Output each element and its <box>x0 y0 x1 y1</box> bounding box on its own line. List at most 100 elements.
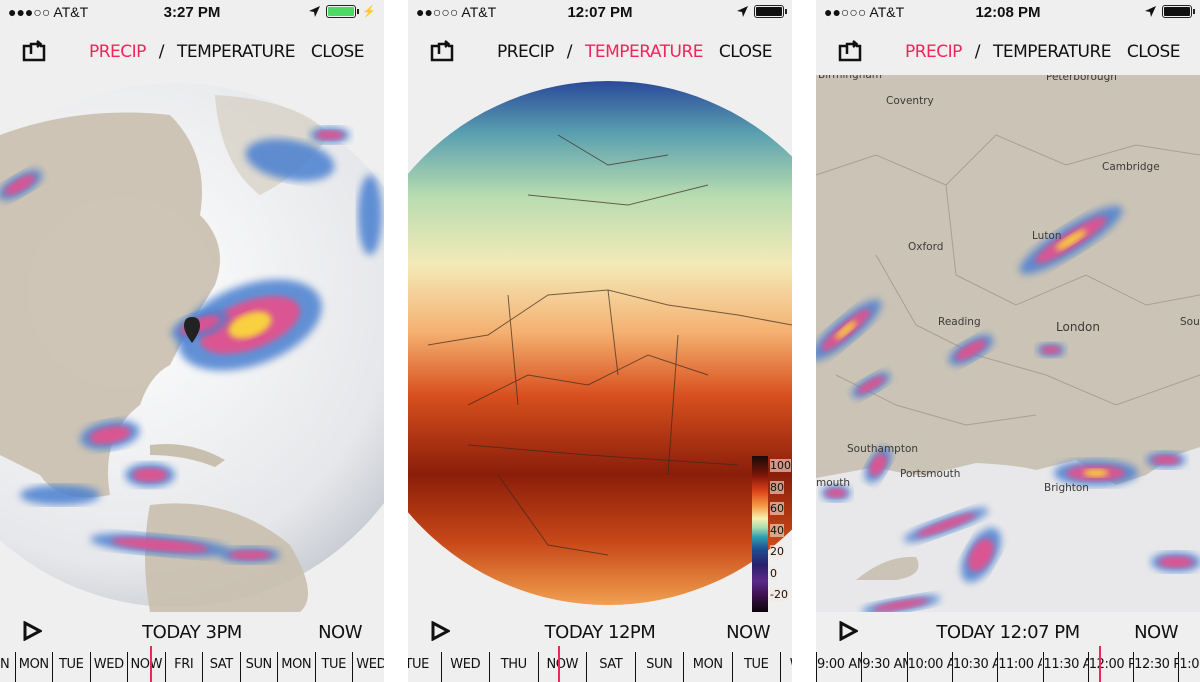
timeline-scrubber[interactable]: TUEWEDTHUNOWSATSUNMONTUEWED <box>408 652 792 682</box>
timeline-item[interactable]: TUE <box>314 652 353 682</box>
precip-cell-core <box>873 598 929 612</box>
play-icon[interactable] <box>430 621 450 641</box>
tab-temperature[interactable]: TEMPERATURE <box>992 42 1112 62</box>
header: PRECIP / TEMPERATURE CLOSE <box>0 30 384 74</box>
timeline-position-marker[interactable] <box>150 646 152 682</box>
timeline-item[interactable]: MON <box>14 652 53 682</box>
map-label: Cambridge <box>1102 161 1160 173</box>
now-button[interactable]: NOW <box>1134 622 1178 643</box>
timeline-item[interactable]: 10:00 AM <box>906 652 952 682</box>
timeline-scrubber[interactable]: SUNMONTUEWEDNOWFRISATSUNMONTUEWED <box>0 652 384 682</box>
precip-cell-peak <box>835 320 857 340</box>
precip-cell-core <box>229 550 271 560</box>
charging-icon: ⚡ <box>362 6 376 18</box>
location-pin-icon[interactable] <box>184 317 200 343</box>
precip-cell-peak <box>1055 229 1087 251</box>
carrier: ●●●○○ AT&T <box>8 4 89 20</box>
share-icon[interactable] <box>838 40 862 62</box>
timeline-position-marker[interactable] <box>1099 646 1101 682</box>
map-label: Reading <box>938 316 981 328</box>
precip-cell-core <box>4 174 36 196</box>
timeline-item[interactable]: 11:00 AM <box>997 652 1042 682</box>
colorbar-label: 60 <box>770 502 784 515</box>
tab-separator: / <box>566 42 573 62</box>
current-time-label: TODAY 3PM <box>142 622 242 643</box>
timeline-item[interactable]: FRI <box>164 652 203 682</box>
tab-temperature[interactable]: TEMPERATURE <box>176 42 296 62</box>
playback-controls: TODAY 12:07 PM NOW 9:00 AM9:30 AM10:00 A… <box>816 612 1200 682</box>
timeline-item[interactable]: 9:00 AM <box>816 652 861 682</box>
playback-controls: TODAY 3PM NOW SUNMONTUEWEDNOWFRISATSUNMO… <box>0 612 384 682</box>
timeline-item[interactable]: TUE <box>731 652 781 682</box>
playback-controls: TODAY 12PM NOW TUEWEDTHUNOWSATSUNMONTUEW… <box>408 612 792 682</box>
timeline-item[interactable]: 9:30 AM <box>861 652 907 682</box>
map-view[interactable] <box>0 75 384 612</box>
map-label: London <box>1056 320 1100 334</box>
close-button[interactable]: CLOSE <box>718 42 773 62</box>
colorbar-label: 40 <box>770 523 784 537</box>
colorbar-label: 100 <box>770 459 791 472</box>
now-button[interactable]: NOW <box>318 622 362 643</box>
tab-precip[interactable]: PRECIP <box>496 42 554 62</box>
precip-cell-core <box>916 513 976 537</box>
carrier: ●●○○○ AT&T <box>416 4 497 20</box>
globe <box>408 81 792 605</box>
precip-map[interactable] <box>816 75 1200 612</box>
timeline-item[interactable]: WED <box>440 652 490 682</box>
precip-cell-core <box>1158 556 1194 568</box>
tab-separator: / <box>974 42 981 62</box>
precip-cell-peak <box>228 311 272 339</box>
status-time: 12:07 PM <box>567 4 633 21</box>
timeline-item[interactable]: SUN <box>634 652 684 682</box>
timeline-item[interactable]: NOW <box>127 652 165 682</box>
share-icon[interactable] <box>22 40 46 62</box>
play-icon[interactable] <box>22 621 42 641</box>
now-button[interactable]: NOW <box>726 622 770 643</box>
close-button[interactable]: CLOSE <box>310 42 365 62</box>
timeline-item[interactable]: WED <box>89 652 128 682</box>
timeline-item[interactable]: SUN <box>239 652 278 682</box>
timeline-item[interactable]: TUE <box>52 652 90 682</box>
country-borders <box>427 134 792 556</box>
tab-precip[interactable]: PRECIP <box>904 42 962 62</box>
timeline-item[interactable]: TUE <box>408 652 441 682</box>
timeline-item[interactable]: MON <box>277 652 315 682</box>
precip-cell-core <box>1041 345 1061 355</box>
timeline-position-marker[interactable] <box>558 646 560 682</box>
colorbar-label: 0 <box>770 566 777 580</box>
timeline-item[interactable]: 12:30 PM <box>1133 652 1178 682</box>
share-icon[interactable] <box>430 40 454 62</box>
precip-cell-core <box>89 425 131 445</box>
map-view[interactable]: 100 80 60 40 20 0 -20 <box>408 75 792 612</box>
timeline-item[interactable]: THU <box>489 652 538 682</box>
precip-globe[interactable] <box>0 75 384 612</box>
battery-icon <box>326 5 360 18</box>
precip-cell <box>245 138 335 182</box>
header: PRECIP / TEMPERATURE CLOSE <box>816 30 1200 74</box>
temperature-globe[interactable] <box>408 75 792 612</box>
north-america-land <box>0 112 220 498</box>
timeline-item[interactable]: 12:00 PM <box>1087 652 1133 682</box>
timeline-item[interactable]: SAT <box>586 652 635 682</box>
close-button[interactable]: CLOSE <box>1126 42 1181 62</box>
timeline-item[interactable]: WED <box>780 652 792 682</box>
header: PRECIP / TEMPERATURE CLOSE <box>408 30 792 74</box>
status-bar: ●●●○○ AT&T 3:27 PM ⚡ <box>0 0 384 26</box>
timeline-item[interactable]: NOW <box>537 652 587 682</box>
timeline-scrubber[interactable]: 9:00 AM9:30 AM10:00 AM10:30 AM11:00 AM11… <box>816 652 1200 682</box>
map-label: Sou <box>1180 316 1200 328</box>
timeline-item[interactable]: SUN <box>0 652 15 682</box>
timeline-item[interactable]: 1:00 PM <box>1178 652 1200 682</box>
play-icon[interactable] <box>838 621 858 641</box>
map-label: Southampton <box>847 443 919 455</box>
timeline-item[interactable]: 10:30 AM <box>951 652 997 682</box>
tab-temperature[interactable]: TEMPERATURE <box>584 42 704 62</box>
caribbean-land <box>150 444 225 467</box>
timeline-item[interactable]: 11:30 AM <box>1042 652 1088 682</box>
map-view[interactable]: Birmingham Coventry Peterborough Cambridge O… <box>816 75 1200 612</box>
tab-precip[interactable]: PRECIP <box>88 42 146 62</box>
timeline-item[interactable]: SAT <box>202 652 240 682</box>
timeline-item[interactable]: MON <box>683 652 732 682</box>
county-borders <box>816 134 1200 426</box>
timeline-item[interactable]: WED <box>352 652 384 682</box>
